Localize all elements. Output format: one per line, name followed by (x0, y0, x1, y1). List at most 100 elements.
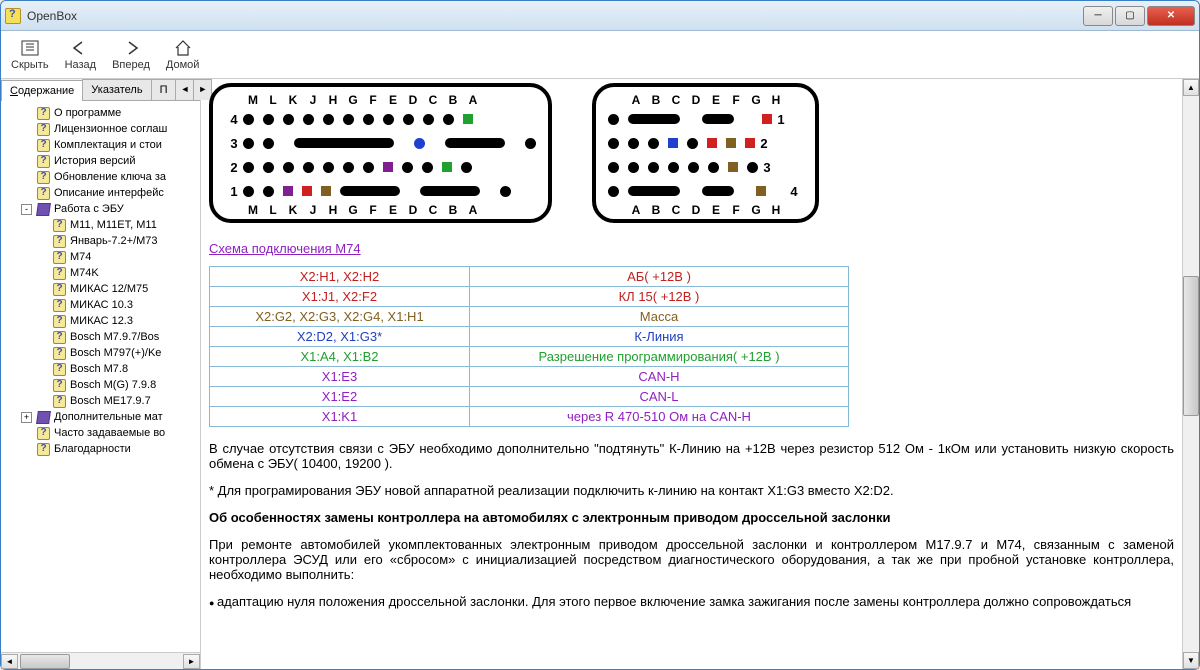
table-row: X2:G2, X2:G3, X2:G4, X1:H1Масса (210, 307, 849, 327)
table-row: X1:K1через R 470-510 Ом на CAN-H (210, 407, 849, 427)
tree-label: M11, M11ET, M11 (70, 219, 157, 231)
nav-hscrollbar[interactable]: ◄ ► (1, 652, 200, 669)
tab-scroll-left[interactable]: ◄ (175, 79, 194, 100)
para-adapt: адаптацию нуля положения дроссельной зас… (209, 594, 1174, 609)
help-icon (53, 283, 66, 296)
nav-tabs: Содержание Указатель П ◄ ► (1, 79, 200, 101)
titlebar[interactable]: OpenBox ─ ▢ ✕ (1, 1, 1199, 31)
back-icon (69, 39, 91, 57)
table-row: X1:E3CAN-H (210, 367, 849, 387)
tree-item[interactable]: О программе (3, 105, 198, 121)
help-icon (37, 171, 50, 184)
tree-label: Bosch ME17.9.7 (70, 395, 151, 407)
help-icon (37, 139, 50, 152)
help-icon (53, 299, 66, 312)
tree-item[interactable]: Обновление ключа за (3, 169, 198, 185)
scroll-up-icon[interactable]: ▲ (1183, 79, 1199, 96)
tree-label: Описание интерфейс (54, 187, 164, 199)
help-icon (37, 123, 50, 136)
para-kline: В случае отсутствия связи с ЭБУ необходи… (209, 441, 1174, 471)
tree-label: Bosch M(G) 7.9.8 (70, 379, 156, 391)
book-icon (36, 411, 51, 424)
connector-x2: ABCDEFGH1234ABCDEFGH (592, 83, 819, 223)
tree-item[interactable]: -Работа с ЭБУ (3, 201, 198, 217)
para-note: * Для програмирования ЭБУ новой аппаратн… (209, 483, 1174, 498)
schema-link[interactable]: Схема подключения M74 (209, 241, 361, 256)
app-icon (5, 8, 21, 24)
help-icon (37, 427, 50, 440)
help-icon (53, 315, 66, 328)
home-button[interactable]: Домой (162, 37, 204, 73)
tree-item[interactable]: M74K (3, 265, 198, 281)
close-button[interactable]: ✕ (1147, 6, 1195, 26)
tree-item[interactable]: Bosch M797(+)/Ke (3, 345, 198, 361)
minimize-button[interactable]: ─ (1083, 6, 1113, 26)
tree-label: Часто задаваемые во (54, 427, 165, 439)
tree-item[interactable]: История версий (3, 153, 198, 169)
table-row: X2:D2, X1:G3*К-Линия (210, 327, 849, 347)
expander-icon[interactable]: + (21, 412, 32, 423)
tree-label: Обновление ключа за (54, 171, 166, 183)
forward-button[interactable]: Вперед (108, 37, 154, 73)
tree-item[interactable]: Благодарности (3, 441, 198, 457)
hide-icon (19, 39, 41, 57)
tree-label: Дополнительные мат (54, 411, 163, 423)
help-icon (53, 219, 66, 232)
tree-item[interactable]: МИКАС 12.3 (3, 313, 198, 329)
hide-button[interactable]: Скрыть (7, 37, 53, 73)
scroll-down-icon[interactable]: ▼ (1183, 652, 1199, 669)
help-icon (53, 331, 66, 344)
vscroll-thumb[interactable] (1183, 276, 1199, 416)
toolbar: Скрыть Назад Вперед Домой (1, 31, 1199, 79)
help-icon (53, 379, 66, 392)
help-icon (53, 235, 66, 248)
scroll-left-icon[interactable]: ◄ (1, 654, 18, 669)
back-button[interactable]: Назад (61, 37, 101, 73)
content-pane: MLKJHGFEDCBA4321MLKJHGFEDCBA ABCDEFGH123… (201, 79, 1199, 669)
expander-icon[interactable]: - (21, 204, 32, 215)
tree-label: Bosch M7.8 (70, 363, 128, 375)
help-icon (53, 395, 66, 408)
tree-item[interactable]: Bosch M7.9.7/Bos (3, 329, 198, 345)
maximize-button[interactable]: ▢ (1115, 6, 1145, 26)
tree-item[interactable]: M74 (3, 249, 198, 265)
tree-item[interactable]: Bosch M7.8 (3, 361, 198, 377)
content-vscrollbar[interactable]: ▲ ▼ (1182, 79, 1199, 669)
forward-icon (120, 39, 142, 57)
tree-item[interactable]: Bosch M(G) 7.9.8 (3, 377, 198, 393)
scroll-thumb[interactable] (20, 654, 70, 669)
home-icon (172, 39, 194, 57)
tab-p[interactable]: П (151, 79, 177, 100)
tree-item[interactable]: Описание интерфейс (3, 185, 198, 201)
help-icon (53, 363, 66, 376)
tree-item[interactable]: Лицензионное соглаш (3, 121, 198, 137)
tree-item[interactable]: Комплектация и стои (3, 137, 198, 153)
tree-label: M74K (70, 267, 99, 279)
help-icon (37, 187, 50, 200)
tree-label: Лицензионное соглаш (54, 123, 167, 135)
tree-label: Bosch M797(+)/Ke (70, 347, 161, 359)
tree-label: О программе (54, 107, 121, 119)
tree-label: Январь-7.2+/M73 (70, 235, 158, 247)
help-icon (37, 107, 50, 120)
help-icon (53, 347, 66, 360)
tree-label: МИКАС 12/M75 (70, 283, 148, 295)
tree-item[interactable]: МИКАС 10.3 (3, 297, 198, 313)
nav-tree[interactable]: О программе Лицензионное соглаш Комплектац… (1, 101, 200, 652)
tab-contents[interactable]: Содержание (1, 80, 83, 101)
tree-item[interactable]: + Дополнительные мат (3, 409, 198, 425)
pin-table: X2:H1, X2:H2АБ( +12В )X1:J1, X2:F2КЛ 15(… (209, 266, 849, 427)
tree-item[interactable]: Часто задаваемые во (3, 425, 198, 441)
tree-label: История версий (54, 155, 135, 167)
app-window: OpenBox ─ ▢ ✕ Скрыть Назад Вперед Домой … (0, 0, 1200, 670)
scroll-right-icon[interactable]: ► (183, 654, 200, 669)
connector-diagram: MLKJHGFEDCBA4321MLKJHGFEDCBA ABCDEFGH123… (209, 83, 1174, 223)
tree-item[interactable]: МИКАС 12/M75 (3, 281, 198, 297)
tree-label: МИКАС 12.3 (70, 315, 133, 327)
tree-label: M74 (70, 251, 91, 263)
tree-item[interactable]: Январь-7.2+/M73 (3, 233, 198, 249)
tab-index[interactable]: Указатель (82, 79, 151, 100)
tree-item[interactable]: M11, M11ET, M11 (3, 217, 198, 233)
help-icon (53, 267, 66, 280)
tree-item[interactable]: Bosch ME17.9.7 (3, 393, 198, 409)
